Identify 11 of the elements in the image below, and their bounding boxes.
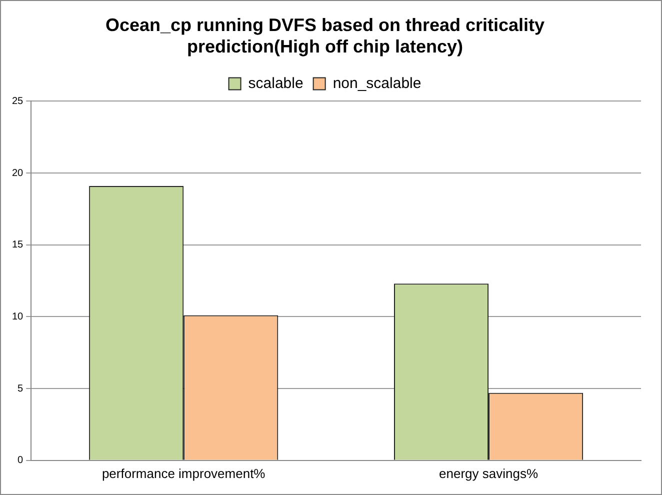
chart-title: Ocean_cp running DVFS based on thread criticality prediction(High off chip latency) — [105, 14, 545, 56]
y-tick-label: 0 — [18, 455, 24, 466]
x-tick-label: energy savings% — [439, 466, 538, 481]
legend-label: non_scalable — [332, 74, 422, 92]
y-tick-label: 25 — [12, 96, 24, 107]
y-tick-label: 5 — [18, 383, 24, 394]
x-tick-label: performance improvement% — [102, 466, 266, 481]
y-tick-label: 10 — [12, 311, 24, 322]
y-tick-label: 15 — [12, 240, 24, 251]
legend-label: scalable — [248, 74, 304, 92]
y-tick-label: 20 — [12, 168, 24, 179]
